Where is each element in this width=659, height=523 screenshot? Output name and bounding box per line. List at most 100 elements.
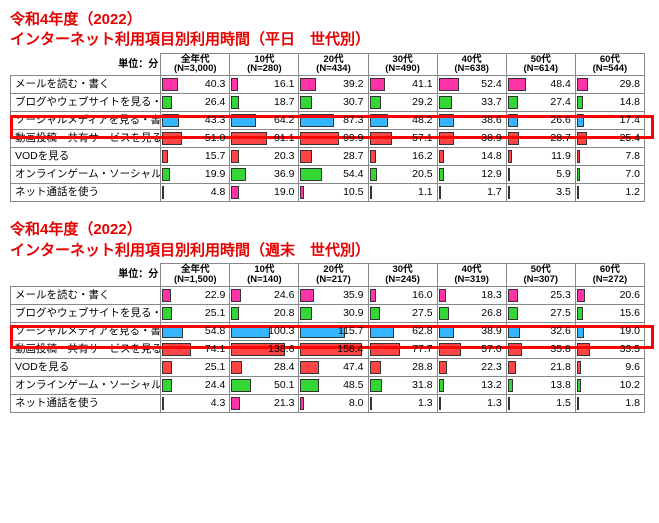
bar — [439, 150, 445, 163]
cell-value: 38.6 — [481, 114, 501, 126]
data-cell: 19.9 — [161, 166, 230, 184]
cell-value: 16.1 — [274, 78, 294, 90]
data-cell: 28.4 — [230, 358, 299, 376]
cell-value: 30.9 — [343, 307, 363, 319]
data-cell: 24.6 — [230, 286, 299, 304]
bar — [231, 397, 239, 410]
bar — [231, 132, 266, 145]
bar — [508, 186, 510, 199]
column-header: 全年代(N=3,000) — [161, 53, 230, 76]
data-cell: 35.9 — [299, 286, 368, 304]
bar — [577, 96, 583, 109]
cell-value: 10.2 — [620, 379, 640, 391]
row-label: オンラインゲーム・ソーシャルゲームをする — [11, 376, 161, 394]
cell-value: 27.4 — [550, 96, 570, 108]
bar — [439, 307, 449, 320]
bar — [162, 78, 178, 91]
bar — [231, 78, 237, 91]
cell-value: 29.8 — [620, 78, 640, 90]
data-cell: 26.4 — [161, 94, 230, 112]
cell-value: 57.1 — [412, 132, 432, 144]
data-cell: 5.9 — [506, 166, 575, 184]
cell-value: 35.8 — [550, 343, 570, 355]
data-cell: 13.8 — [506, 376, 575, 394]
data-cell: 4.8 — [161, 184, 230, 202]
data-cell: 57.0 — [437, 340, 506, 358]
bar — [370, 361, 381, 374]
cell-value: 48.5 — [343, 379, 363, 391]
data-cell: 32.6 — [506, 322, 575, 340]
bar — [577, 186, 579, 199]
bar — [370, 379, 382, 392]
data-cell: 50.1 — [230, 376, 299, 394]
data-cell: 4.3 — [161, 394, 230, 412]
bar — [300, 307, 312, 320]
table-row: メールを読む・書く22.924.635.916.018.325.320.6 — [11, 286, 645, 304]
bar — [577, 397, 579, 410]
cell-value: 100.3 — [268, 325, 294, 337]
data-cell: 1.7 — [437, 184, 506, 202]
cell-value: 39.2 — [343, 78, 363, 90]
data-cell: 19.0 — [230, 184, 299, 202]
cell-value: 29.2 — [412, 96, 432, 108]
cell-value: 19.9 — [205, 168, 225, 180]
bar — [300, 379, 319, 392]
data-cell: 18.7 — [230, 94, 299, 112]
cell-value: 28.4 — [274, 361, 294, 373]
cell-value: 5.9 — [556, 168, 571, 180]
data-cell: 22.9 — [161, 286, 230, 304]
bar — [370, 96, 381, 109]
data-cell: 74.1 — [161, 340, 230, 358]
cell-value: 15.6 — [620, 307, 640, 319]
bar — [577, 150, 580, 163]
bar — [439, 325, 454, 338]
bar — [300, 168, 321, 181]
data-cell: 91.1 — [230, 130, 299, 148]
bar — [577, 289, 585, 302]
cell-value: 25.3 — [550, 289, 570, 301]
data-cell: 10.5 — [299, 184, 368, 202]
data-table: 単位：分全年代(N=3,000)10代(N=280)20代(N=434)30代(… — [10, 53, 645, 203]
bar — [370, 307, 381, 320]
data-cell: 29.2 — [368, 94, 437, 112]
cell-value: 28.7 — [343, 150, 363, 162]
column-header: 全年代(N=1,500) — [161, 263, 230, 286]
bar — [508, 168, 510, 181]
data-cell: 33.7 — [437, 94, 506, 112]
table-wrap: 単位：分全年代(N=3,000)10代(N=280)20代(N=434)30代(… — [10, 53, 649, 203]
bar — [439, 361, 448, 374]
column-header: 40代(N=319) — [437, 263, 506, 286]
data-cell: 19.0 — [575, 322, 644, 340]
cell-value: 26.4 — [205, 96, 225, 108]
table-row: ソーシャルメディアを見る・書く43.364.287.348.238.626.61… — [11, 112, 645, 130]
bar — [231, 325, 270, 338]
bar — [439, 289, 446, 302]
bar — [508, 379, 513, 392]
bar — [370, 186, 372, 199]
data-cell: 21.3 — [230, 394, 299, 412]
data-cell: 27.5 — [368, 304, 437, 322]
cell-value: 27.5 — [550, 307, 570, 319]
data-cell: 21.8 — [506, 358, 575, 376]
data-cell: 17.4 — [575, 112, 644, 130]
cell-value: 11.9 — [551, 150, 571, 162]
cell-value: 20.5 — [412, 168, 432, 180]
cell-value: 50.1 — [274, 379, 294, 391]
cell-value: 26.6 — [550, 114, 570, 126]
data-cell: 43.3 — [161, 112, 230, 130]
row-label: メールを読む・書く — [11, 286, 161, 304]
cell-value: 22.3 — [481, 361, 501, 373]
row-label: ソーシャルメディアを見る・書く — [11, 112, 161, 130]
row-label: ブログやウェブサイトを見る・書く — [11, 94, 161, 112]
bar — [162, 168, 170, 181]
cell-value: 10.5 — [343, 186, 363, 198]
data-cell: 27.4 — [506, 94, 575, 112]
cell-value: 18.7 — [274, 96, 294, 108]
bar — [231, 379, 250, 392]
bar — [508, 397, 510, 410]
bar — [300, 114, 334, 127]
bar — [300, 397, 303, 410]
cell-value: 1.3 — [418, 397, 433, 409]
table-row: メールを読む・書く40.316.139.241.152.448.429.8 — [11, 76, 645, 94]
bar — [439, 186, 441, 199]
